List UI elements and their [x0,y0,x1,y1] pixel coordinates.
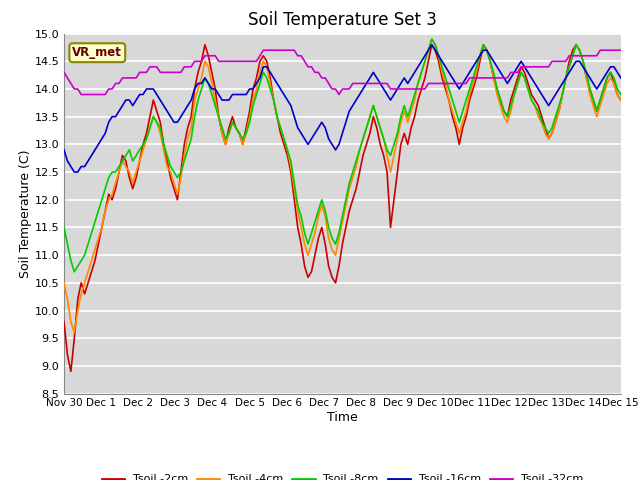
X-axis label: Time: Time [327,411,358,424]
Legend: Tsoil -2cm, Tsoil -4cm, Tsoil -8cm, Tsoil -16cm, Tsoil -32cm: Tsoil -2cm, Tsoil -4cm, Tsoil -8cm, Tsoi… [97,470,588,480]
Y-axis label: Soil Temperature (C): Soil Temperature (C) [19,149,31,278]
Text: VR_met: VR_met [72,46,122,59]
Title: Soil Temperature Set 3: Soil Temperature Set 3 [248,11,437,29]
